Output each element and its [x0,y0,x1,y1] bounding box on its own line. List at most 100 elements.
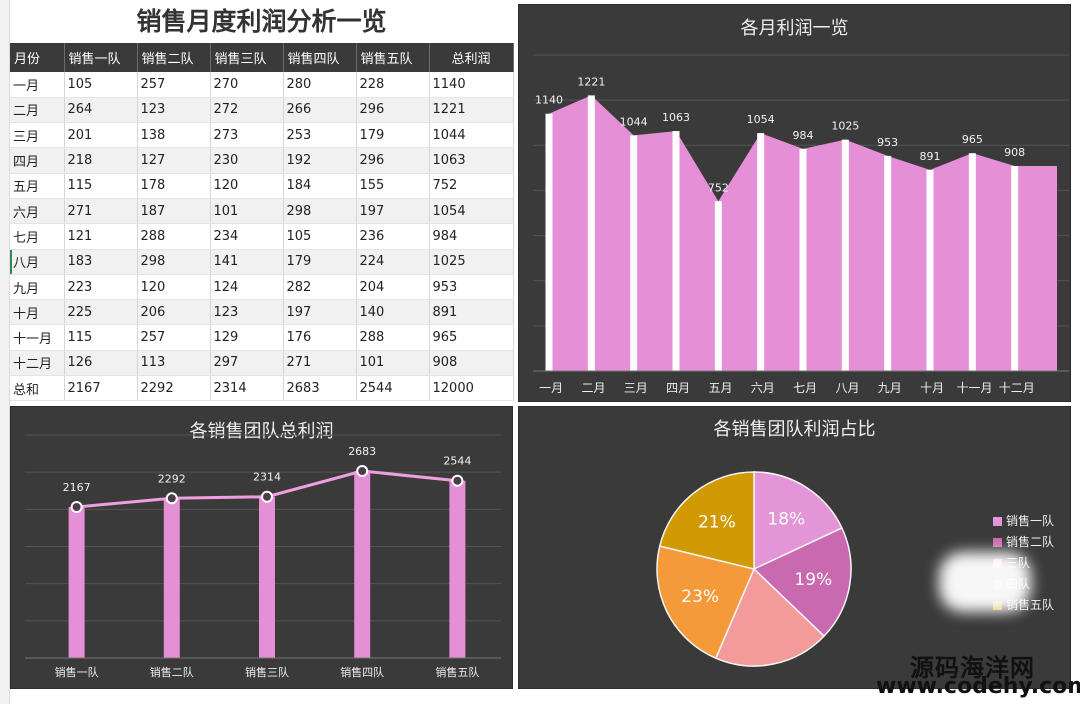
table-cell[interactable]: 124 [210,274,284,301]
table-cell[interactable]: 2167 [64,375,138,402]
table-cell[interactable]: 1221 [429,97,514,124]
table-cell[interactable]: 204 [356,274,430,301]
table-cell[interactable]: 1063 [429,147,514,174]
table-cell[interactable]: 十月 [10,299,65,326]
table-cell[interactable]: 七月 [10,223,65,250]
table-cell[interactable]: 298 [283,198,357,225]
table-cell[interactable]: 138 [137,122,211,149]
column-header[interactable]: 月份 [10,43,65,72]
table-cell[interactable]: 230 [210,147,284,174]
table-cell[interactable]: 264 [64,97,138,124]
table-cell[interactable]: 121 [64,223,138,250]
table-cell[interactable]: 257 [137,324,211,351]
table-cell[interactable]: 115 [64,324,138,351]
table-cell[interactable]: 115 [64,173,138,199]
legend-item[interactable]: 销售二队 [993,532,1054,553]
table-cell[interactable]: 197 [283,299,357,326]
table-cell[interactable]: 总和 [10,375,65,402]
table-cell[interactable]: 270 [210,72,284,98]
table-cell[interactable]: 三月 [10,122,65,149]
table-cell[interactable]: 187 [137,198,211,225]
column-header[interactable]: 销售二队 [137,43,211,72]
table-cell[interactable]: 234 [210,223,284,250]
column-header[interactable]: 销售五队 [356,43,430,72]
table-cell[interactable]: 288 [137,223,211,250]
table-cell[interactable]: 296 [356,147,430,174]
monthly-profit-chart-panel[interactable]: 各月利润一览 1140 1221 1044 1063 752 1054 984 1025 953… [518,4,1071,402]
table-cell[interactable]: 六月 [10,198,65,225]
table-cell[interactable]: 1140 [429,72,514,98]
table-cell[interactable]: 2683 [283,375,357,402]
table-cell[interactable]: 184 [283,173,357,199]
table-cell[interactable]: 五月 [10,173,65,199]
table-cell[interactable]: 2292 [137,375,211,402]
table-cell[interactable]: 105 [283,223,357,250]
table-cell[interactable]: 271 [283,350,357,377]
table-cell[interactable]: 218 [64,147,138,174]
table-cell[interactable]: 965 [429,324,514,351]
table-cell[interactable]: 223 [64,274,138,301]
column-header[interactable]: 销售一队 [64,43,138,72]
team-share-pie-chart-panel[interactable]: 各销售团队利润占比 18%19%23%21% 销售一队销售二队三队四队销售五队 [518,406,1071,689]
table-cell[interactable]: 十二月 [10,350,65,377]
table-cell[interactable]: 273 [210,122,284,149]
table-cell[interactable]: 120 [137,274,211,301]
table-cell[interactable]: 282 [283,274,357,301]
table-cell[interactable]: 984 [429,223,514,250]
table-cell[interactable]: 八月 [10,249,65,275]
table-cell[interactable]: 192 [283,147,357,174]
table-cell[interactable]: 206 [137,299,211,326]
column-header[interactable]: 销售四队 [283,43,357,72]
team-total-profit-chart-panel[interactable]: 各销售团队总利润 2167 2292 2314 2683 2544 销售一队 销售二队 销售三… [10,406,513,689]
table-cell[interactable]: 178 [137,173,211,199]
table-cell[interactable]: 298 [137,249,211,275]
table-cell[interactable]: 155 [356,173,430,199]
table-cell[interactable]: 127 [137,147,211,174]
table-cell[interactable]: 225 [64,299,138,326]
table-cell[interactable]: 2544 [356,375,430,402]
table-cell[interactable]: 140 [356,299,430,326]
table-cell[interactable]: 12000 [429,375,514,402]
column-header[interactable]: 销售三队 [210,43,284,72]
table-cell[interactable]: 297 [210,350,284,377]
table-cell[interactable]: 257 [137,72,211,98]
table-cell[interactable]: 224 [356,249,430,275]
table-cell[interactable]: 129 [210,324,284,351]
table-cell[interactable]: 120 [210,173,284,199]
table-cell[interactable]: 113 [137,350,211,377]
table-cell[interactable]: 891 [429,299,514,326]
table-cell[interactable]: 179 [283,249,357,275]
table-cell[interactable]: 296 [356,97,430,124]
column-header[interactable]: 总利润 [429,43,514,72]
table-cell[interactable]: 272 [210,97,284,124]
table-cell[interactable]: 288 [356,324,430,351]
table-cell[interactable]: 176 [283,324,357,351]
table-cell[interactable]: 2314 [210,375,284,402]
table-cell[interactable]: 四月 [10,147,65,174]
table-cell[interactable]: 183 [64,249,138,275]
table-cell[interactable]: 九月 [10,274,65,301]
table-cell[interactable]: 266 [283,97,357,124]
legend-item[interactable]: 销售一队 [993,511,1054,532]
table-cell[interactable]: 1025 [429,249,514,275]
table-cell[interactable]: 一月 [10,72,65,98]
table-cell[interactable]: 123 [210,299,284,326]
table-cell[interactable]: 228 [356,72,430,98]
table-cell[interactable]: 752 [429,173,514,199]
table-cell[interactable]: 101 [210,198,284,225]
table-cell[interactable]: 101 [356,350,430,377]
table-cell[interactable]: 1054 [429,198,514,225]
table-cell[interactable]: 1044 [429,122,514,149]
table-cell[interactable]: 141 [210,249,284,275]
table-cell[interactable]: 105 [64,72,138,98]
table-cell[interactable]: 二月 [10,97,65,124]
table-cell[interactable]: 197 [356,198,430,225]
table-cell[interactable]: 236 [356,223,430,250]
table-cell[interactable]: 253 [283,122,357,149]
table-cell[interactable]: 908 [429,350,514,377]
table-cell[interactable]: 126 [64,350,138,377]
table-cell[interactable]: 123 [137,97,211,124]
table-cell[interactable]: 201 [64,122,138,149]
table-cell[interactable]: 280 [283,72,357,98]
table-cell[interactable]: 十一月 [10,324,65,351]
